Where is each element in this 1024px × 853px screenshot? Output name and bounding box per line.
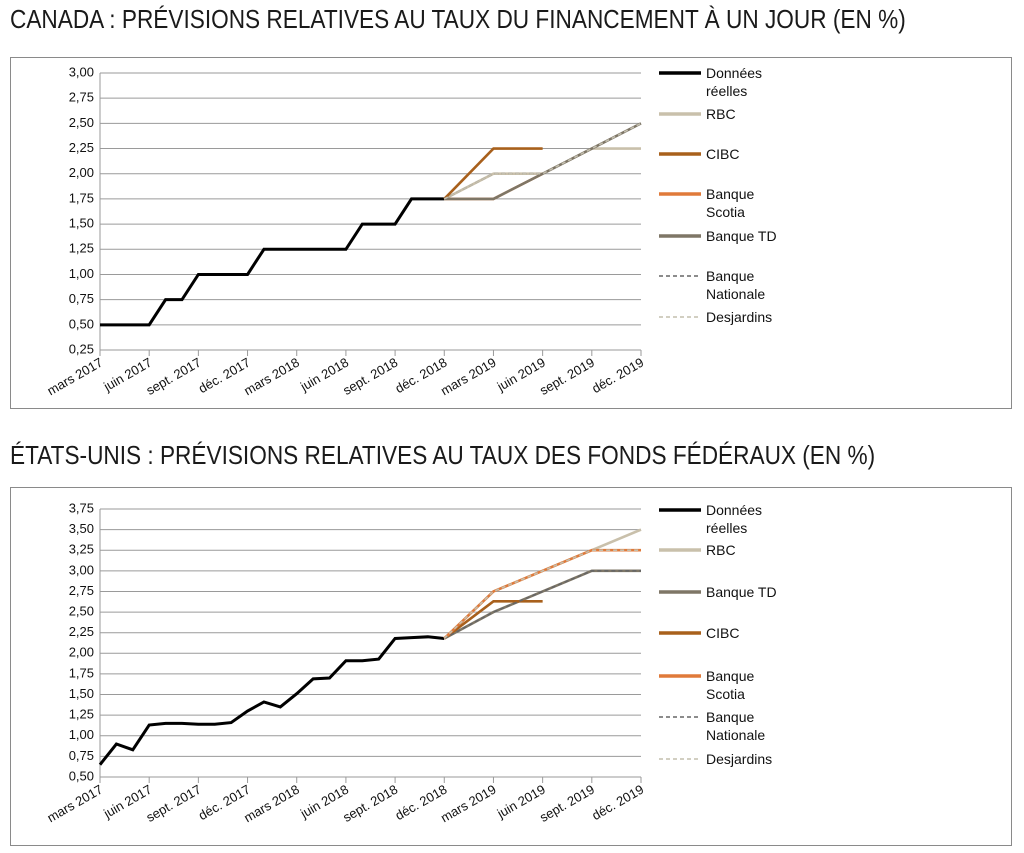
y-tick-label: 1,75 <box>69 665 94 680</box>
y-tick-label: 2,25 <box>69 140 94 155</box>
y-tick-label: 2,50 <box>69 604 94 619</box>
series-line <box>443 549 641 640</box>
legend-label: RBC <box>706 106 736 122</box>
y-tick-label: 1,25 <box>69 241 94 256</box>
legend-label: Banque TD <box>706 228 777 244</box>
x-tick-label: déc. 2019 <box>589 355 646 397</box>
y-tick-label: 0,50 <box>69 316 94 331</box>
x-tick-label: mars 2018 <box>241 355 302 399</box>
series-line <box>98 635 445 766</box>
series-line <box>444 122 642 201</box>
y-tick-label: 2,00 <box>69 645 94 660</box>
y-tick-label: 1,50 <box>69 686 94 701</box>
y-tick-label: 3,50 <box>69 521 94 536</box>
y-tick-label: 0,75 <box>69 291 94 306</box>
y-tick-label: 0,75 <box>69 748 94 763</box>
x-tick-label: mars 2017 <box>45 782 106 826</box>
series-line <box>443 600 543 640</box>
y-tick-label: 1,00 <box>69 727 94 742</box>
x-tick-label: mars 2019 <box>438 355 499 399</box>
legend-label: CIBC <box>706 625 740 641</box>
y-tick-label: 2,50 <box>69 115 94 130</box>
y-tick-label: 2,75 <box>69 583 94 598</box>
legend-label: Données réelles <box>706 65 763 99</box>
legend-label: RBC <box>706 542 736 558</box>
y-tick-label: 0,50 <box>69 768 94 783</box>
series-line <box>444 172 544 201</box>
x-tick-label: déc. 2019 <box>589 782 646 824</box>
legend-label: CIBC <box>706 146 740 162</box>
chart-frame: 0,25 0,50 0,75 1,00 1,25 1,50 1,75 2,00 2,25 2,50… <box>10 57 1012 409</box>
series-line <box>443 570 641 640</box>
x-tick-label: sept. 2019 <box>537 782 597 825</box>
chart: 0,25 0,50 0,75 1,00 1,25 1,50 1,75 2,00 2,25 2,50… <box>45 64 701 399</box>
legend-label: Banque Nationale <box>706 268 766 302</box>
y-tick-label: 3,00 <box>69 64 94 79</box>
x-tick-label: sept. 2017 <box>143 355 203 398</box>
y-tick-label: 2,25 <box>69 624 94 639</box>
series-line <box>100 197 445 327</box>
x-tick-label: sept. 2017 <box>143 782 203 825</box>
legend-label: Desjardins <box>706 751 773 767</box>
legend-label: Desjardins <box>706 309 773 325</box>
y-tick-label: 0,25 <box>69 341 94 356</box>
x-tick-label: mars 2019 <box>438 782 499 826</box>
series-line <box>443 122 642 200</box>
chart-title: ÉTATS-UNIS : PRÉVISIONS RELATIVES AU TAU… <box>10 440 876 470</box>
y-tick-label: 1,00 <box>69 266 94 281</box>
y-tick-label: 3,00 <box>69 562 94 577</box>
series-line <box>443 147 543 200</box>
legend-label: Banque Nationale <box>706 709 766 743</box>
legend-label: Banque TD <box>706 584 777 600</box>
legend-label: Banque Scotia <box>706 186 755 220</box>
series-line <box>443 548 641 640</box>
chart-frame: 0,50 0,75 1,00 1,25 1,50 1,75 2,00 2,25 2,50 2,75… <box>10 487 1012 846</box>
y-tick-label: 1,50 <box>69 216 94 231</box>
legend-label: Banque Scotia <box>706 668 755 702</box>
x-tick-label: mars 2017 <box>45 355 106 399</box>
x-tick-label: sept. 2019 <box>537 355 597 398</box>
legend-label: Données réelles <box>706 502 763 536</box>
series-line <box>443 569 641 640</box>
y-tick-label: 1,25 <box>69 707 94 722</box>
x-tick-label: mars 2018 <box>241 782 302 826</box>
x-tick-label: sept. 2018 <box>340 782 400 825</box>
x-tick-label: sept. 2018 <box>340 355 400 398</box>
y-tick-label: 3,75 <box>69 500 94 515</box>
y-tick-label: 1,75 <box>69 190 94 205</box>
y-tick-label: 2,00 <box>69 165 94 180</box>
y-tick-label: 2,75 <box>69 90 94 105</box>
chart: 0,50 0,75 1,00 1,25 1,50 1,75 2,00 2,25 2,50 2,75… <box>45 500 701 826</box>
series-line <box>443 122 642 200</box>
y-tick-label: 3,25 <box>69 542 94 557</box>
chart-title: CANADA : PRÉVISIONS RELATIVES AU TAUX DU… <box>10 4 906 34</box>
